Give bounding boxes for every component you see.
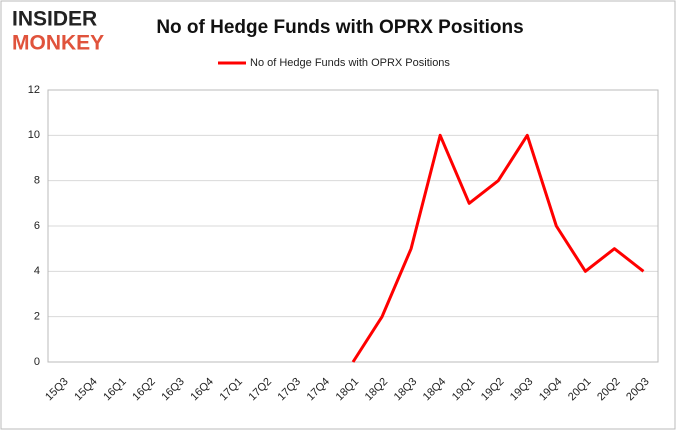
y-tick-label: 12 bbox=[28, 84, 40, 96]
series-line bbox=[351, 133, 645, 363]
y-tick-label: 0 bbox=[34, 356, 40, 368]
y-tick-label: 2 bbox=[34, 311, 40, 323]
y-tick-label: 4 bbox=[34, 265, 40, 277]
logo-bottom: MONKEY bbox=[12, 32, 104, 55]
y-tick-label: 10 bbox=[28, 129, 40, 141]
chart-title: No of Hedge Funds with OPRX Positions bbox=[156, 17, 523, 38]
y-tick-label: 8 bbox=[34, 175, 40, 187]
logo-top: INSIDER bbox=[12, 8, 97, 31]
y-tick-label: 6 bbox=[34, 220, 40, 232]
legend-label: No of Hedge Funds with OPRX Positions bbox=[250, 57, 450, 69]
